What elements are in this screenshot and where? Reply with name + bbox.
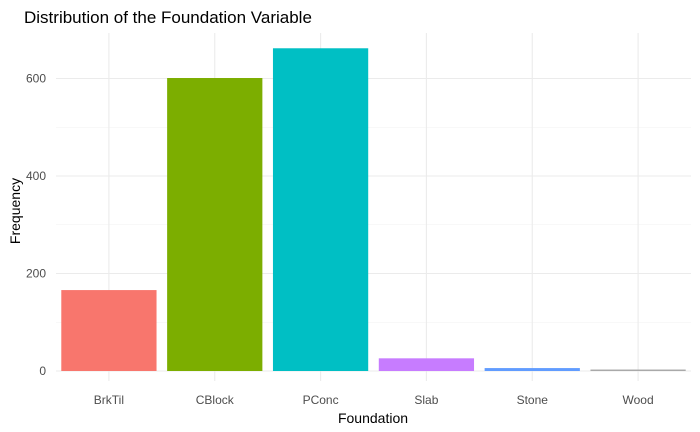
bar-pconc	[272, 48, 369, 372]
bar-cblock	[167, 78, 263, 371]
bar-slab	[378, 358, 475, 371]
x-tick-label: Slab	[414, 393, 438, 407]
y-tick-label: 0	[39, 364, 46, 378]
chart-title: Distribution of the Foundation Variable	[24, 8, 312, 27]
y-tick-label: 400	[26, 169, 46, 183]
x-axis-title: Foundation	[338, 410, 408, 426]
y-tick-labels: 0 200 400 600	[26, 72, 46, 379]
x-tick-label: BrkTil	[94, 393, 124, 407]
y-axis-title: Frequency	[7, 178, 23, 244]
bar-brktil	[61, 290, 157, 371]
grid-lines	[56, 33, 691, 381]
x-tick-labels: BrkTil CBlock PConc Slab Stone Wood	[94, 393, 654, 407]
x-tick-label: Stone	[517, 393, 549, 407]
x-tick-label: CBlock	[196, 393, 235, 407]
bars	[61, 48, 686, 372]
x-tick-label: Wood	[623, 393, 654, 407]
y-tick-label: 600	[26, 72, 46, 86]
bar-stone	[484, 368, 580, 371]
y-tick-label: 200	[26, 267, 46, 281]
x-tick-label: PConc	[303, 393, 339, 407]
bar-wood	[590, 369, 686, 371]
